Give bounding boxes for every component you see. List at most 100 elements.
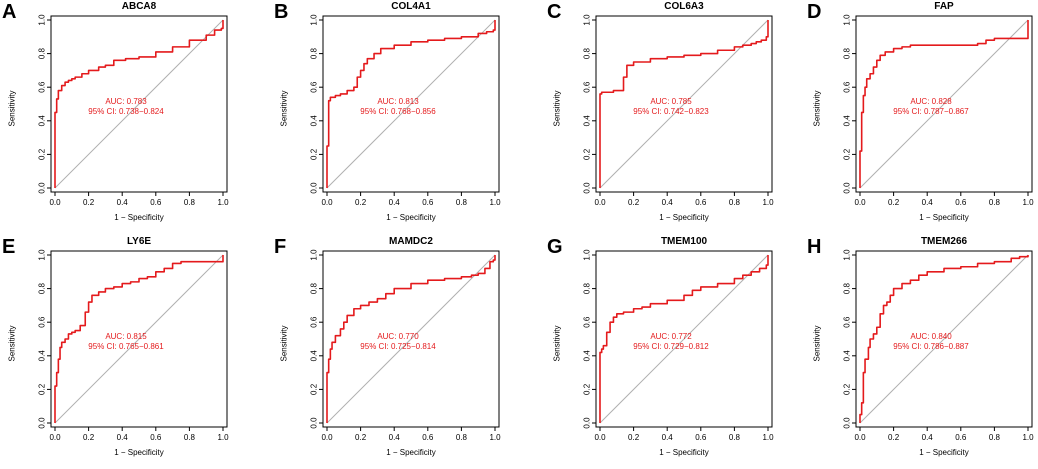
x-tick-label: 1.0 [762, 198, 774, 207]
y-axis-label: Sensitivity [279, 325, 289, 362]
y-tick-label: 0.6 [309, 81, 318, 93]
x-tick-label: 0.2 [628, 198, 640, 207]
y-tick-label: 1.0 [842, 249, 851, 261]
x-tick-label: 0.4 [662, 198, 674, 207]
y-tick-label: 0.2 [37, 148, 46, 160]
y-tick-label: 0.6 [37, 316, 46, 328]
roc-curve [326, 255, 496, 423]
panel-letter: H [807, 236, 822, 258]
roc-curve [54, 20, 224, 188]
reference-diagonal [599, 19, 769, 189]
x-tick-label: 0.4 [922, 198, 934, 207]
y-tick-label: 0.0 [842, 417, 851, 429]
x-tick-label: 1.0 [217, 433, 229, 442]
plot-svg: 0.00.0 0.2 0.2 0.4 0.4 0.6 0.6 0.8 0.8 1.0 1.0 [37, 14, 229, 207]
x-axis-label: 1 − Specificity [659, 448, 709, 457]
y-tick-label: 0.0 [582, 182, 591, 194]
x-tick-label: 0.4 [389, 198, 401, 207]
x-tick-label: 0.6 [422, 198, 434, 207]
plot-frame [855, 250, 1033, 428]
ci-annotation: 95% CI: 0.787−0.867 [893, 107, 969, 116]
x-tick-label: 0.6 [955, 433, 967, 442]
y-tick-label: 1.0 [309, 14, 318, 26]
y-tick-label: 1.0 [309, 249, 318, 261]
y-axis-label: Sensitivity [7, 90, 17, 127]
y-tick-label: 0.8 [842, 282, 851, 294]
reference-diagonal [859, 19, 1029, 189]
roc-curve [859, 20, 1029, 188]
y-tick-label: 0.4 [842, 115, 851, 127]
x-tick-label: 1.0 [762, 433, 774, 442]
reference-diagonal [326, 19, 496, 189]
ci-annotation: 95% CI: 0.768−0.856 [360, 107, 436, 116]
x-axis-label: 1 − Specificity [114, 448, 164, 457]
y-axis-label: Sensitivity [279, 90, 289, 127]
y-tick-label: 1.0 [37, 249, 46, 261]
y-tick-label: 0.4 [37, 115, 46, 127]
roc-curve [54, 255, 224, 423]
x-tick-label: 0.0 [854, 198, 866, 207]
plot-svg: 0.00.0 0.2 0.2 0.4 0.4 0.6 0.6 0.8 0.8 1.0 1.0 [582, 14, 774, 207]
x-tick-label: 0.4 [662, 433, 674, 442]
roc-panel: 0.0 0.0 0.2 0.2 0.4 0.4 0.6 0.6 0.8 0.8 1.0 1.0 A A… [0, 0, 259, 234]
x-tick-label: 0.4 [389, 433, 401, 442]
y-tick-label: 0.0 [309, 182, 318, 194]
x-tick-label: 0.8 [456, 433, 468, 442]
plot-frame [322, 250, 500, 428]
panel-title: COL4A1 [391, 1, 431, 12]
y-tick-label: 0.8 [37, 47, 46, 59]
panel-title: COL6A3 [664, 1, 704, 12]
x-tick-label: 0.2 [888, 198, 900, 207]
ci-annotation: 95% CI: 0.729−0.812 [633, 342, 709, 351]
panel-title: TMEM266 [920, 236, 968, 247]
plot-frame [595, 15, 773, 193]
y-tick-label: 0.8 [309, 282, 318, 294]
y-tick-label: 0.2 [309, 383, 318, 395]
ci-annotation: 95% CI: 0.738−0.824 [88, 107, 164, 116]
y-tick-label: 0.0 [37, 182, 46, 194]
roc-curve [859, 255, 1029, 423]
y-tick-label: 0.8 [309, 47, 318, 59]
x-tick-label: 0.8 [989, 198, 1001, 207]
plot-svg: 0.00.0 0.2 0.2 0.4 0.4 0.6 0.6 0.8 0.8 1.0 1.0 [37, 249, 229, 442]
x-tick-label: 0.6 [150, 198, 162, 207]
x-tick-label: 1.0 [1022, 198, 1034, 207]
auc-annotation: AUC: 0.785 [650, 97, 692, 106]
auc-annotation: AUC: 0.828 [910, 97, 952, 106]
y-tick-label: 0.6 [842, 81, 851, 93]
x-tick-label: 0.6 [422, 433, 434, 442]
y-tick-label: 0.4 [582, 115, 591, 127]
x-tick-label: 0.2 [355, 433, 367, 442]
x-tick-label: 0.0 [854, 433, 866, 442]
roc-panel: 0.0 0.0 0.2 0.2 0.4 0.4 0.6 0.6 0.8 0.8 1.0 1.0 C C… [545, 0, 804, 234]
y-axis-label: Sensitivity [812, 325, 822, 362]
x-tick-label: 0.0 [49, 433, 61, 442]
x-tick-label: 1.0 [489, 433, 501, 442]
x-tick-label: 0.8 [729, 433, 741, 442]
x-tick-label: 0.2 [83, 433, 95, 442]
y-tick-label: 0.6 [309, 316, 318, 328]
y-tick-label: 0.4 [37, 350, 46, 362]
panel-letter: B [274, 1, 289, 23]
y-tick-label: 0.2 [842, 383, 851, 395]
auc-annotation: AUC: 0.783 [105, 97, 147, 106]
y-axis-label: Sensitivity [7, 325, 17, 362]
reference-diagonal [54, 254, 224, 424]
ci-annotation: 95% CI: 0.765−0.861 [88, 342, 164, 351]
y-tick-label: 1.0 [582, 14, 591, 26]
y-axis-label: Sensitivity [552, 90, 562, 127]
x-tick-label: 0.8 [184, 433, 196, 442]
auc-annotation: AUC: 0.772 [650, 332, 692, 341]
y-tick-label: 0.2 [37, 383, 46, 395]
x-tick-label: 1.0 [217, 198, 229, 207]
roc-panel: 0.0 0.0 0.2 0.2 0.4 0.4 0.6 0.6 0.8 0.8 1.0 1.0 F M… [272, 235, 531, 469]
y-tick-label: 0.0 [37, 417, 46, 429]
x-tick-label: 1.0 [1022, 433, 1034, 442]
y-tick-label: 1.0 [582, 249, 591, 261]
y-tick-label: 0.6 [37, 81, 46, 93]
panel-title: LY6E [126, 236, 152, 247]
y-tick-label: 0.8 [582, 282, 591, 294]
plot-frame [595, 250, 773, 428]
plot-svg: 0.00.0 0.2 0.2 0.4 0.4 0.6 0.6 0.8 0.8 1.0 1.0 [309, 14, 501, 207]
